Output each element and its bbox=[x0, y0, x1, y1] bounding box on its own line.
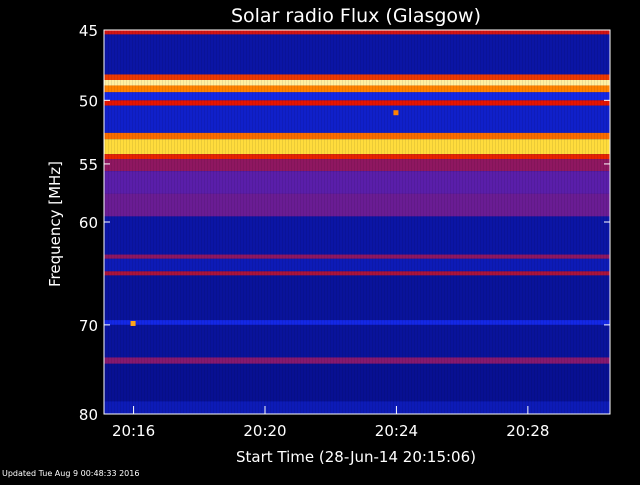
plot-area bbox=[103, 29, 611, 415]
y-tick-label: 60 bbox=[79, 214, 98, 232]
burst-point bbox=[130, 320, 136, 326]
footer-timestamp: Updated Tue Aug 9 00:48:33 2016 bbox=[2, 469, 140, 478]
y-tick-label: 70 bbox=[79, 317, 98, 335]
y-tick-label: 55 bbox=[79, 156, 98, 174]
chart-title: Solar radio Flux (Glasgow) bbox=[231, 5, 481, 27]
y-tick-label: 80 bbox=[79, 406, 98, 424]
plot-texture bbox=[104, 30, 610, 414]
burst-point bbox=[393, 110, 399, 116]
x-tick-label: 20:28 bbox=[506, 422, 549, 440]
y-tick-label: 50 bbox=[79, 92, 98, 110]
y-tick-label: 45 bbox=[79, 22, 98, 40]
x-tick-label: 20:20 bbox=[243, 422, 286, 440]
y-axis-ticks: 45 50 55 60 70 80 bbox=[79, 22, 610, 424]
x-tick-label: 20:24 bbox=[375, 422, 418, 440]
x-axis-label: Start Time (28-Jun-14 20:15:06) bbox=[236, 448, 476, 466]
y-axis-label: Frequency [MHz] bbox=[46, 161, 64, 287]
x-axis-ticks: 20:16 20:20 20:24 20:28 bbox=[112, 406, 549, 440]
x-tick-label: 20:16 bbox=[112, 422, 155, 440]
